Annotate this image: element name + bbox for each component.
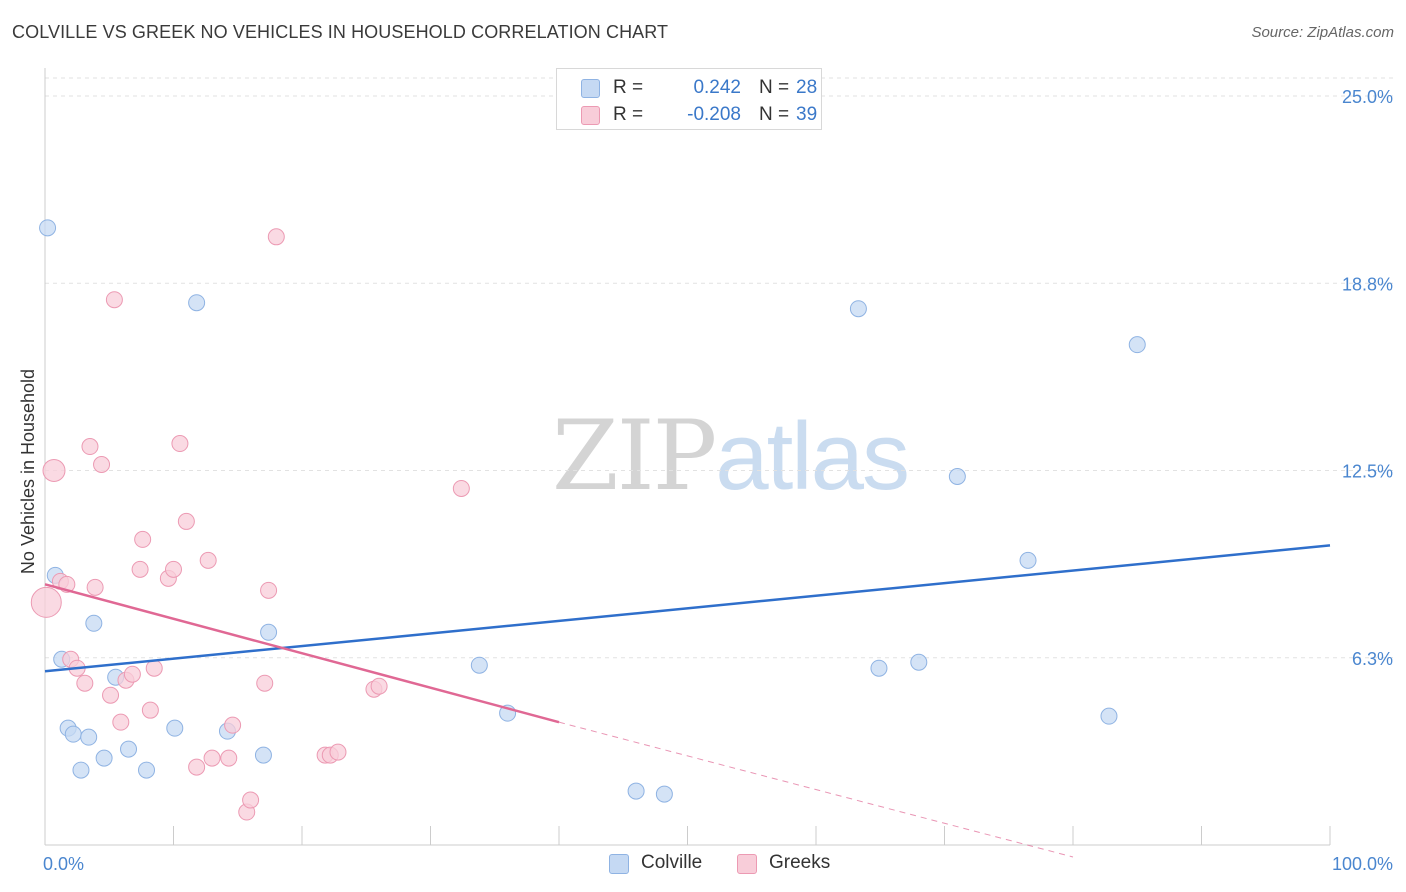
legend-swatch-colville <box>581 79 600 98</box>
point-colville <box>260 623 278 641</box>
point-greeks <box>260 581 278 599</box>
legend-swatch-greeks <box>581 106 600 125</box>
legend-r-value: -0.208 <box>687 104 741 125</box>
point-greeks <box>242 791 260 809</box>
point-greeks <box>165 560 182 578</box>
trend-line-colville <box>44 544 1331 673</box>
point-colville <box>1019 551 1037 569</box>
point-greeks <box>123 665 141 683</box>
point-greeks <box>105 291 123 309</box>
point-greeks <box>203 749 221 767</box>
point-colville <box>254 746 272 764</box>
point-colville <box>910 653 928 671</box>
point-colville <box>1128 336 1146 354</box>
y-tick-label: 25.0% <box>1342 87 1393 107</box>
point-colville <box>85 614 103 632</box>
point-colville <box>166 719 184 737</box>
trend-line-greeks <box>44 583 560 724</box>
y-tick-label: 12.5% <box>1342 462 1393 482</box>
point-greeks <box>42 459 66 482</box>
legend-n-label: N = <box>759 77 790 98</box>
point-colville <box>64 725 82 743</box>
point-greeks <box>199 551 217 569</box>
point-greeks <box>81 438 99 456</box>
legend-r-value: 0.242 <box>693 77 741 98</box>
point-colville <box>870 659 888 677</box>
bottom-legend-swatch-greeks <box>737 854 757 874</box>
point-colville <box>849 300 867 318</box>
point-greeks <box>188 758 206 776</box>
trend-line-dashed-greeks <box>558 721 1074 858</box>
watermark: ZIPatlas <box>552 400 910 512</box>
point-greeks <box>93 456 111 474</box>
point-colville <box>120 740 138 758</box>
x-tick-label: 0.0% <box>43 854 84 874</box>
point-greeks <box>177 512 195 530</box>
point-colville <box>95 749 113 767</box>
point-colville <box>948 467 966 485</box>
legend-n-label: N = <box>759 104 790 125</box>
watermark-atlas: atlas <box>715 403 910 510</box>
point-greeks <box>329 743 347 761</box>
point-colville <box>188 294 206 312</box>
bottom-legend-swatch-colville <box>609 854 629 874</box>
bottom-legend-label-colville: Colville <box>641 852 703 873</box>
point-greeks <box>134 530 152 548</box>
point-greeks <box>370 677 388 695</box>
point-greeks <box>220 749 238 767</box>
point-colville <box>470 656 488 674</box>
y-tick-label: 6.3% <box>1352 649 1393 669</box>
point-greeks <box>86 578 104 596</box>
point-greeks <box>30 586 62 618</box>
legend-r-label: R = <box>613 77 644 98</box>
point-colville <box>138 761 156 779</box>
x-tick-label: 100.0% <box>1332 854 1393 874</box>
point-greeks <box>256 674 274 692</box>
bottom-legend-label-greeks: Greeks <box>769 852 831 873</box>
point-colville <box>80 728 98 746</box>
watermark-zip: ZIP <box>552 400 717 512</box>
point-greeks <box>267 228 285 246</box>
point-greeks <box>145 659 163 677</box>
point-greeks <box>112 713 130 731</box>
point-greeks <box>141 701 159 719</box>
point-greeks <box>102 686 120 704</box>
chart-title: COLVILLE VS GREEK NO VEHICLES IN HOUSEHO… <box>12 22 669 42</box>
legend-n-value: 28 <box>796 77 818 98</box>
y-tick-label: 18.8% <box>1342 274 1393 294</box>
point-greeks <box>224 716 242 734</box>
point-colville <box>627 782 645 800</box>
y-axis-label: No Vehicles in Household <box>18 369 38 574</box>
point-colville <box>72 761 90 779</box>
point-greeks <box>452 479 470 497</box>
point-colville <box>1100 707 1118 725</box>
correlation-legend: R = 0.242 N = 28 R = -0.208 N = 39 <box>556 68 822 130</box>
point-greeks <box>76 674 94 692</box>
source-credit: Source: ZipAtlas.com <box>1251 24 1394 41</box>
legend-n-value: 39 <box>796 104 818 125</box>
point-colville <box>655 785 673 803</box>
point-colville <box>39 219 57 237</box>
point-greeks <box>171 435 189 453</box>
legend-r-label: R = <box>613 104 644 125</box>
point-greeks <box>131 560 149 578</box>
